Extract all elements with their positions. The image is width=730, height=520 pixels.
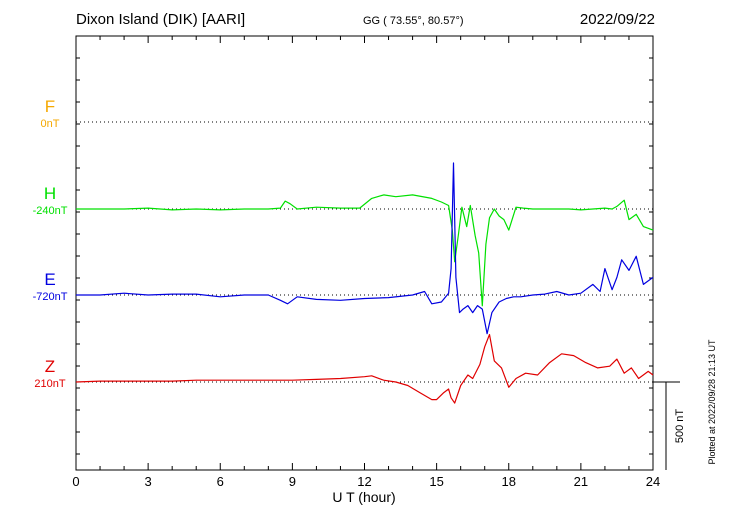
x-axis-label: U T (hour)	[332, 489, 395, 505]
channel-name-z: Z	[45, 357, 55, 376]
x-tick-label: 9	[289, 474, 296, 489]
x-tick-label: 3	[145, 474, 152, 489]
x-tick-label: 12	[357, 474, 371, 489]
series-line-e	[76, 162, 654, 335]
channel-name-e: E	[44, 270, 55, 289]
scale-bar-label: 500 nT	[674, 409, 686, 444]
x-tick-label: 24	[646, 474, 660, 489]
series-line-h	[76, 194, 654, 307]
series-line-z	[75, 333, 654, 404]
channel-baseline-z: 210nT	[34, 378, 65, 390]
x-tick-label: 21	[574, 474, 588, 489]
channel-baseline-f: 0nT	[41, 118, 60, 130]
x-tick-label: 0	[72, 474, 79, 489]
channel-baseline-h: -240nT	[33, 205, 68, 217]
x-tick-label: 6	[217, 474, 224, 489]
plot-frame	[75, 35, 654, 471]
channel-name-f: F	[45, 97, 55, 116]
channel-name-h: H	[44, 184, 56, 203]
station-title: Dixon Island (DIK) [AARI]	[76, 11, 245, 28]
channel-baseline-e: -720nT	[33, 291, 68, 303]
x-tick-label: 15	[429, 474, 443, 489]
plotted-timestamp: Plotted at 2022/09/28 21:13 UT	[707, 339, 717, 465]
x-tick-label: 18	[502, 474, 516, 489]
plot-date: 2022/09/22	[580, 11, 655, 28]
station-coords: GG ( 73.55°, 80.57°)	[363, 15, 464, 27]
